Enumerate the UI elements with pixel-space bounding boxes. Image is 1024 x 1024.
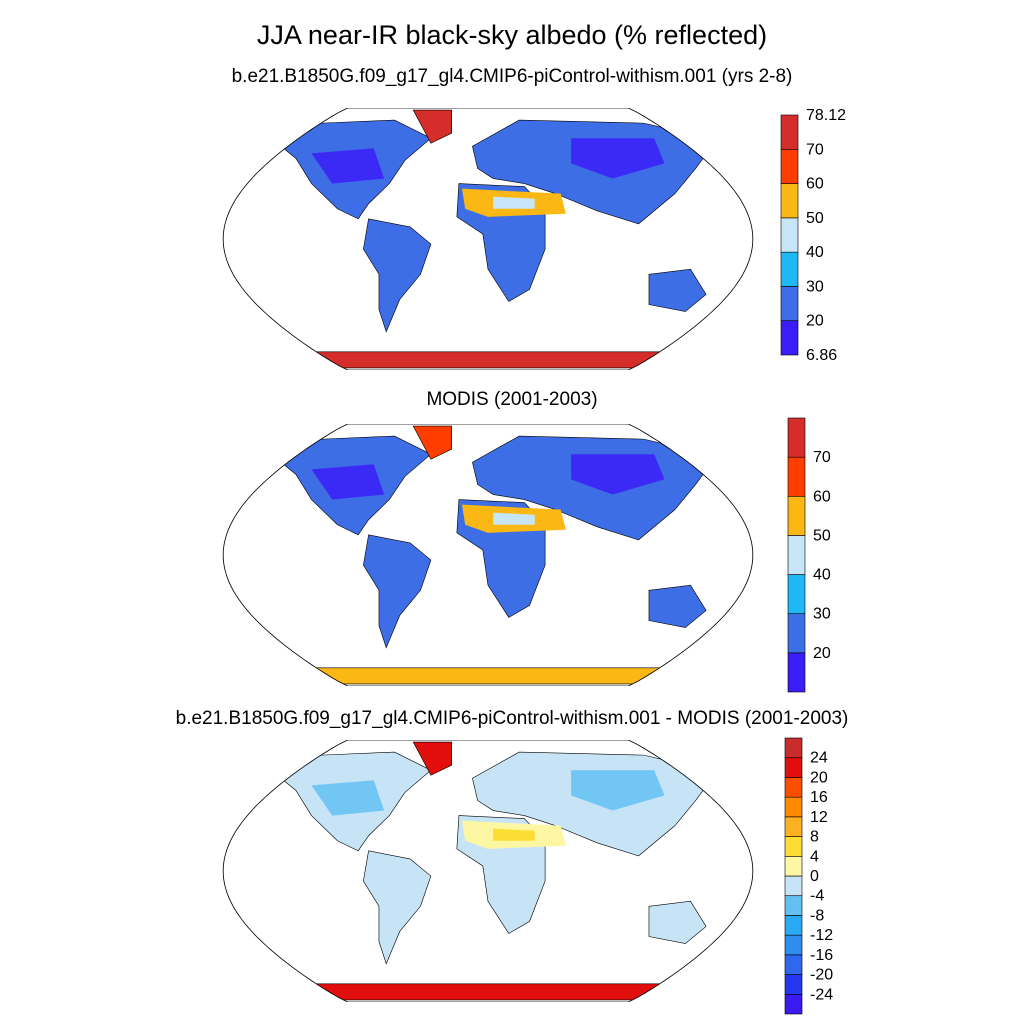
colorbar-segment — [784, 895, 803, 916]
panel-1-map — [222, 108, 754, 370]
colorbar-tick-label: 4 — [810, 848, 819, 865]
antarctica-landmass — [310, 983, 666, 1001]
colorbar-tick-label: 40 — [806, 244, 824, 261]
colorbar-segment — [784, 737, 803, 759]
colorbar-segment — [780, 251, 799, 287]
panel-3-map — [222, 740, 754, 1002]
colorbar-segment — [784, 777, 803, 798]
greenland-landmass — [412, 425, 452, 460]
colorbar-tick-label: 12 — [810, 809, 828, 826]
desert-region-inner — [493, 196, 535, 209]
colorbar-tick-label: 30 — [813, 606, 831, 623]
interior-patch — [311, 148, 385, 184]
colorbar-tick-label: 60 — [806, 176, 824, 193]
colorbar-segment — [780, 286, 799, 322]
antarctica-landmass — [310, 351, 666, 369]
panel-2-map — [222, 424, 754, 686]
colorbar-segment — [780, 148, 799, 184]
colorbar-tick-label: -4 — [810, 888, 824, 905]
australia-landmass — [648, 584, 707, 628]
colorbar-segment — [787, 535, 806, 575]
antarctica-landmass — [310, 667, 666, 685]
map-outline — [222, 424, 754, 686]
colorbar-tick-label: -12 — [810, 927, 833, 944]
figure-title: JJA near-IR black-sky albedo (% reflecte… — [256, 20, 768, 50]
panel-1-colorbar: 78.12 70 60 50 40 30 20 6.86 — [780, 107, 846, 364]
colorbar-segment — [784, 855, 803, 877]
colorbar-segment — [787, 456, 806, 497]
australia-landmass — [648, 900, 707, 944]
desert-region-inner — [493, 512, 535, 525]
interior-patch — [311, 464, 385, 500]
colorbar-segment — [784, 974, 803, 995]
colorbar-segment — [784, 796, 803, 818]
greenland-landmass — [412, 109, 452, 144]
australia-landmass — [648, 268, 707, 312]
colorbar-segment — [784, 954, 803, 975]
colorbar-segment — [784, 757, 803, 778]
colorbar-tick-label: 78.12 — [806, 107, 846, 124]
colorbar-segment — [787, 417, 806, 458]
colorbar-tick-label: -8 — [810, 907, 824, 924]
colorbar-tick-label: 40 — [813, 567, 831, 584]
south-america-landmass — [363, 850, 432, 965]
south-america-landmass — [363, 534, 432, 649]
colorbar-tick-label: -16 — [810, 947, 833, 964]
panel-3-colorbar: 24 20 16 12 8 4 0 -4 -8 -12 -16 -20 -24 — [784, 737, 833, 1015]
colorbar-tick-label: 30 — [806, 278, 824, 295]
colorbar-tick-label: 8 — [810, 829, 819, 846]
panel-1-title: b.e21.B1850G.f09_g17_gl4.CMIP6-piControl… — [231, 66, 793, 87]
colorbar-segment — [787, 652, 806, 693]
panel-3-title: b.e21.B1850G.f09_g17_gl4.CMIP6-piControl… — [175, 708, 849, 729]
panel-2-colorbar: 70 60 50 40 30 20 — [787, 417, 831, 693]
colorbar-tick-label: -20 — [810, 967, 833, 984]
south-america-landmass — [363, 218, 432, 333]
colorbar-segment — [787, 574, 806, 615]
interior-patch — [571, 138, 665, 179]
map-outline — [222, 108, 754, 370]
colorbar-segment — [787, 495, 806, 536]
colorbar-tick-label: 20 — [806, 313, 824, 330]
colorbar-segment — [784, 993, 803, 1015]
colorbar-tick-label: 16 — [810, 789, 828, 806]
colorbar-tick-label: 50 — [806, 210, 824, 227]
panel-2-title: MODIS (2001-2003) — [426, 389, 598, 410]
colorbar-tick-label: 20 — [810, 769, 828, 786]
interior-patch — [571, 770, 665, 811]
colorbar-tick-label: 24 — [810, 750, 828, 767]
colorbar-segment — [784, 816, 803, 837]
map-outline — [222, 740, 754, 1002]
colorbar-segment — [780, 320, 799, 356]
colorbar-segment — [784, 915, 803, 936]
colorbar-segment — [780, 217, 799, 253]
colorbar-tick-label: 6.86 — [806, 347, 837, 364]
interior-patch — [571, 454, 665, 495]
colorbar-segment — [784, 875, 803, 897]
colorbar-tick-label: 0 — [810, 868, 819, 885]
colorbar-tick-label: 60 — [813, 488, 831, 505]
colorbar-segment — [784, 836, 803, 857]
desert-region-inner — [493, 828, 535, 841]
colorbar-tick-label: 70 — [813, 449, 831, 466]
colorbar-segment — [784, 934, 803, 956]
colorbar-tick-label: -24 — [810, 986, 833, 1003]
colorbar-segment — [787, 613, 806, 654]
interior-patch — [311, 780, 385, 816]
greenland-landmass — [412, 741, 452, 776]
colorbar-tick-label: 70 — [806, 141, 824, 158]
colorbar-segment — [780, 114, 799, 150]
colorbar-segment — [780, 183, 799, 219]
colorbar-tick-label: 50 — [813, 527, 831, 544]
colorbar-tick-label: 20 — [813, 645, 831, 662]
